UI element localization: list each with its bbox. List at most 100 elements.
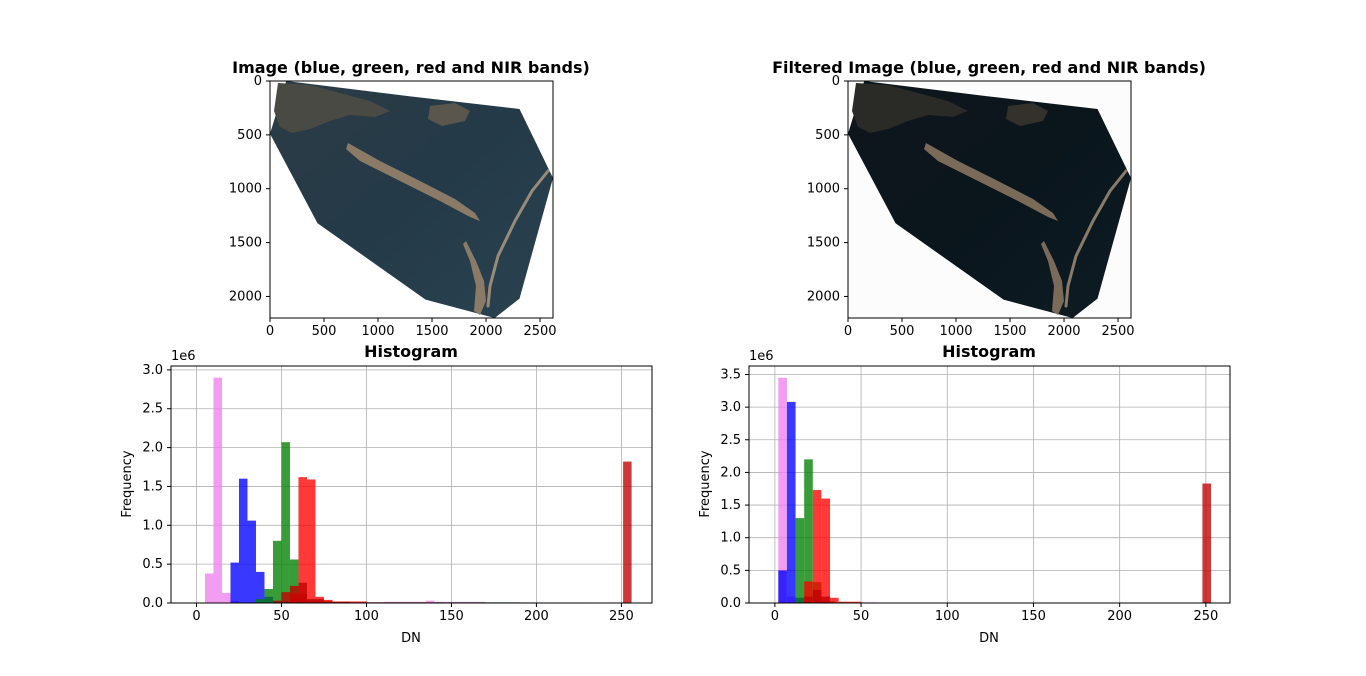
histogram-panel-filtered: Histogram 1e6 DN Frequency 0 50 100 150 200 2…	[698, 342, 1231, 646]
pellestrina-island	[463, 241, 486, 315]
coastline-features	[274, 83, 550, 315]
histogram-bar	[289, 559, 299, 603]
x-axis-label: DN	[401, 631, 421, 646]
x-tick-label: 150	[439, 609, 464, 624]
y-tick-label: 3.0	[142, 363, 163, 378]
histogram-bar	[804, 459, 813, 603]
lido-island	[346, 143, 480, 221]
y-tick-label: 0.5	[142, 557, 163, 572]
image-panel-filtered: Filtered Image (blue, green, red and NIR…	[772, 58, 1206, 339]
histogram-bar	[795, 518, 805, 603]
histogram-bar	[1202, 483, 1212, 603]
x-tick-label: 500	[890, 324, 915, 339]
histogram-bar	[821, 596, 831, 603]
histogram-panel-original: Histogram 1e6 DN Frequency 0 50 100 150 200 2…	[120, 342, 653, 646]
y-scale-label: 1e6	[749, 349, 774, 364]
x-axis-label: DN	[979, 631, 999, 646]
image-title-original: Image (blue, green, red and NIR bands)	[232, 58, 590, 77]
histogram-bar	[323, 601, 350, 603]
lido-island	[924, 143, 1058, 221]
x-tick-label: 150	[1021, 609, 1046, 624]
histogram-bar	[272, 540, 282, 603]
y-tick-label: 1500	[807, 236, 840, 251]
y-tick-label: 3.0	[720, 400, 741, 415]
y-axis-label: Frequency	[698, 450, 713, 517]
histogram-bar	[272, 600, 282, 603]
x-tick-label: 250	[1193, 609, 1218, 624]
histogram-bar	[281, 442, 290, 603]
y-tick-label: 1000	[229, 182, 262, 197]
y-tick-label: 2000	[229, 289, 262, 304]
histogram-bar	[778, 377, 787, 603]
histogram-bar	[204, 573, 214, 603]
y-tick-label: 0.0	[142, 596, 163, 611]
histogram-bar	[221, 592, 231, 603]
x-tick-label: 50	[853, 609, 870, 624]
x-tick-label: 1000	[361, 324, 394, 339]
y-tick-label: 1.0	[142, 518, 163, 533]
histogram-title-original: Histogram	[364, 342, 458, 361]
histogram-bar	[255, 599, 265, 603]
histogram-bar	[804, 581, 813, 603]
histogram-bar	[306, 599, 324, 603]
histogram-bar	[838, 601, 862, 603]
histogram-bar	[306, 479, 316, 603]
y-tick-label: 2.5	[142, 402, 163, 417]
histogram-bar	[247, 520, 256, 603]
image-title-filtered: Filtered Image (blue, green, red and NIR…	[772, 58, 1206, 77]
x-tick-label: 1000	[939, 324, 972, 339]
y-tick-label: 2.0	[142, 441, 163, 456]
pellestrina-island	[1041, 241, 1064, 315]
x-tick-label: 200	[524, 609, 549, 624]
x-tick-label: 0	[192, 609, 200, 624]
histogram-bar	[255, 571, 265, 603]
coastline-features	[852, 83, 1128, 315]
histogram-bar	[264, 589, 273, 603]
east-coastline	[486, 169, 550, 308]
y-tick-label: 1.0	[720, 531, 741, 546]
image-frame	[269, 80, 554, 319]
histogram-bar	[298, 477, 307, 603]
histogram-bar	[821, 498, 831, 603]
histogram-bar	[230, 562, 239, 603]
x-tick-label: 1500	[415, 324, 448, 339]
histogram-bar	[281, 592, 290, 603]
histogram-bar	[778, 570, 787, 603]
y-tick-label: 1.5	[142, 479, 163, 494]
coastal-landmass	[852, 83, 968, 133]
satellite-footprint	[270, 81, 553, 318]
y-tick-label: 3.5	[720, 367, 741, 382]
island-block	[428, 103, 470, 126]
coastal-landmass	[274, 83, 390, 133]
plot-frame	[170, 365, 653, 604]
histogram-bar	[213, 377, 222, 603]
x-tick-label: 0	[266, 324, 274, 339]
histogram-bar	[812, 490, 822, 603]
x-tick-label: 2000	[469, 324, 502, 339]
satellite-footprint	[848, 81, 1131, 318]
y-tick-label: 0.5	[720, 563, 741, 578]
x-tick-label: 1500	[993, 324, 1026, 339]
histogram-bars	[778, 377, 1212, 604]
y-tick-label: 500	[815, 128, 840, 143]
image-frame	[847, 80, 1132, 319]
y-tick-label: 0	[832, 74, 840, 89]
x-tick-label: 250	[609, 609, 634, 624]
x-tick-label: 100	[354, 609, 379, 624]
x-tick-label: 0	[844, 324, 852, 339]
histogram-bar	[425, 600, 435, 603]
y-tick-label: 0	[254, 74, 262, 89]
histogram-bar	[298, 582, 307, 603]
y-tick-label: 1.5	[720, 498, 741, 513]
x-tick-label: 500	[312, 324, 337, 339]
histogram-bar	[830, 597, 839, 603]
x-tick-label: 0	[771, 609, 779, 624]
island-block	[1006, 103, 1048, 126]
histogram-bar	[786, 401, 796, 603]
y-scale-label: 1e6	[171, 349, 196, 364]
y-tick-label: 1000	[807, 182, 840, 197]
x-tick-label: 50	[273, 609, 290, 624]
histogram-bar	[289, 585, 299, 603]
y-tick-label: 500	[237, 128, 262, 143]
